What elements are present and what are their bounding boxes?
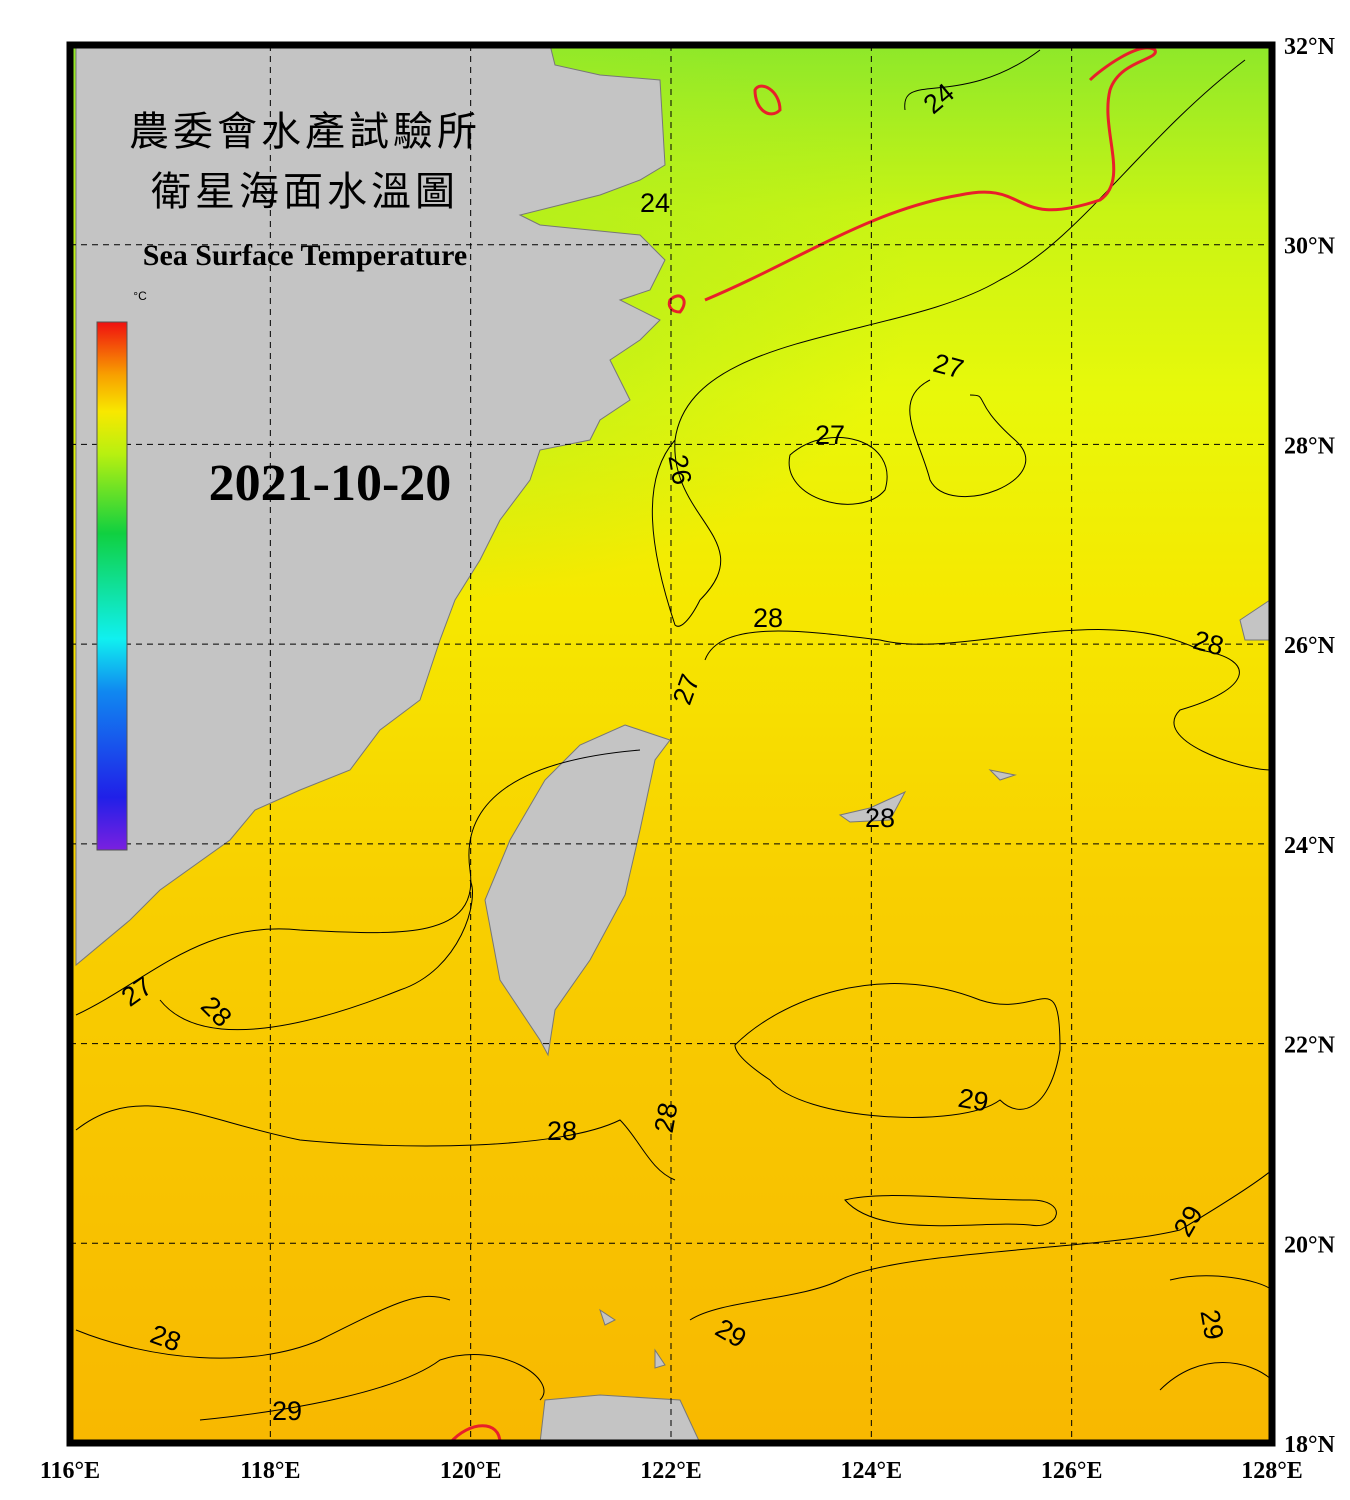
land-taiwan (484, 724, 671, 1057)
latitude-label: 24°N (1284, 833, 1336, 859)
longitude-label: 122°E (640, 1458, 702, 1484)
red-contours (448, 46, 1157, 1444)
contour-label: 29 (272, 1396, 302, 1426)
land-luzon (539, 1394, 701, 1444)
contour-label: 27 (815, 420, 845, 450)
latitude-label: 20°N (1284, 1232, 1336, 1258)
date: 2021-10-20 (209, 455, 452, 512)
colorbar-unit: °C (133, 289, 147, 303)
longitude-label: 116°E (40, 1458, 100, 1484)
title-line1: 農委會水產試驗所 (129, 109, 481, 155)
axis-labels: 32°N 30°N 28°N 26°N 24°N 22°N 20°N 18°N 116°E 118… (40, 34, 1336, 1484)
title-line2: 衛星海面水溫圖 (151, 169, 459, 215)
latitude-label: 18°N (1284, 1432, 1336, 1458)
longitude-label: 120°E (440, 1458, 502, 1484)
colorbar: °C (96, 289, 147, 851)
latitude-label: 32°N (1284, 34, 1336, 60)
longitude-label: 126°E (1041, 1458, 1103, 1484)
contour-label: 28 (547, 1116, 577, 1146)
contour-label: 26 (662, 452, 697, 487)
map-frame (66, 41, 1276, 1447)
latitude-label: 26°N (1284, 633, 1336, 659)
contour-label: 28 (649, 1100, 684, 1135)
contours (75, 49, 1273, 1421)
latitude-label: 28°N (1284, 433, 1336, 459)
latitude-label: 22°N (1284, 1033, 1336, 1059)
contour-label: 28 (753, 603, 783, 633)
contour-label: 28 (865, 803, 895, 833)
contour-label: 29 (956, 1083, 991, 1118)
subtitle: Sea Surface Temperature (143, 239, 467, 272)
colorbar-scale (96, 321, 128, 851)
longitude-label: 128°E (1241, 1458, 1303, 1484)
land-islands (599, 599, 1271, 1369)
longitude-label: 124°E (841, 1458, 903, 1484)
longitude-label: 118°E (240, 1458, 300, 1484)
graticule (70, 45, 1272, 1443)
contour-label: 24 (640, 188, 670, 218)
contour-label: 29 (1194, 1307, 1229, 1342)
land-mainland (75, 44, 666, 967)
latitude-label: 30°N (1284, 234, 1336, 260)
